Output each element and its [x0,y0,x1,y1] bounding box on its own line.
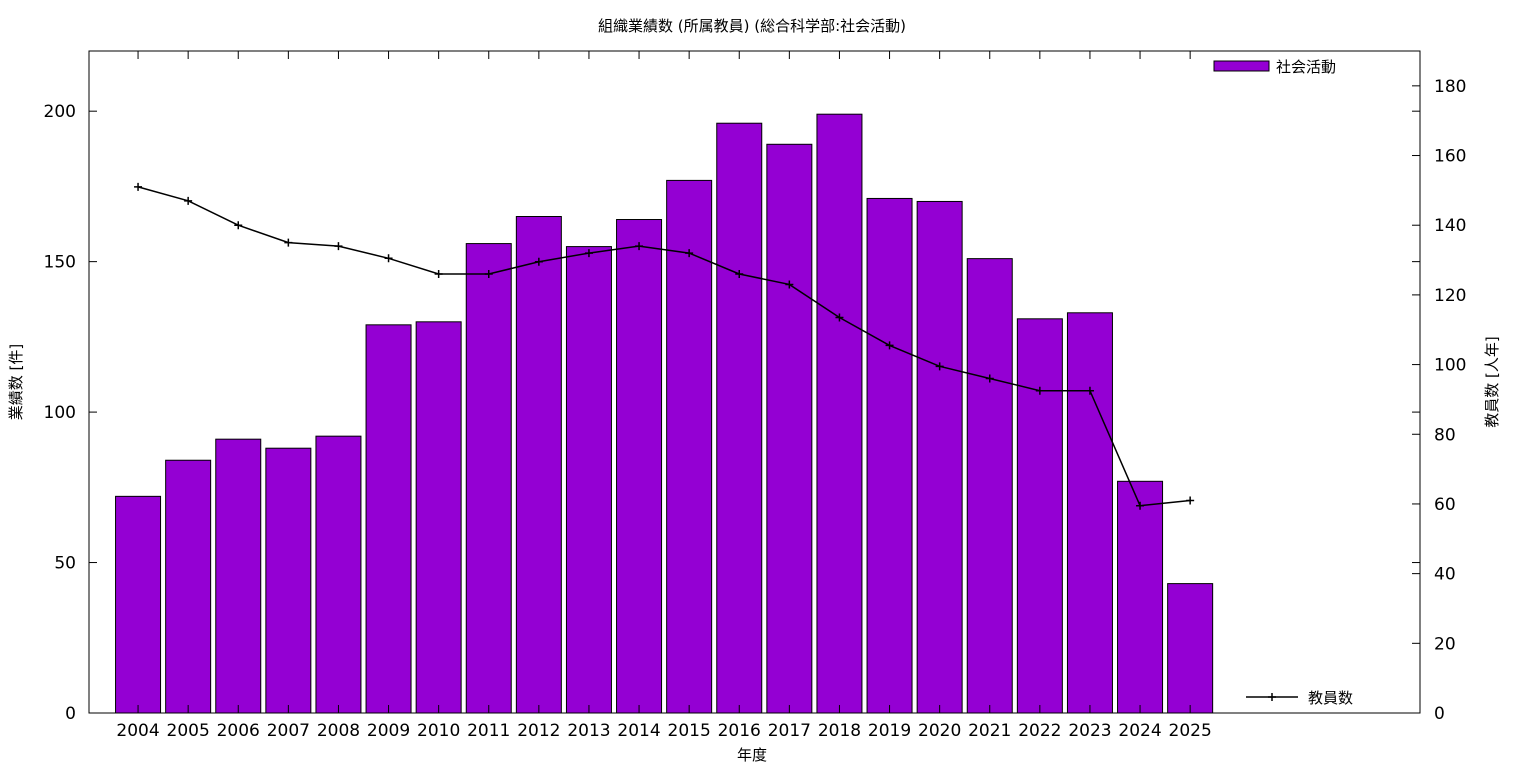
x-tick-label-2004: 2004 [116,721,159,741]
x-tick-label-2025: 2025 [1169,721,1212,741]
line-path [137,186,1191,507]
bar-2011 [465,243,512,714]
y-tick-label-50: 50 [54,554,76,574]
y2-tick-label-180: 180 [1434,77,1466,97]
y2-tick-label-120: 120 [1434,286,1466,306]
x-tick-label-2009: 2009 [367,721,410,741]
x-tick-label-2011: 2011 [467,721,510,741]
bar-2025 [1167,583,1214,714]
line-point-2005 [184,196,193,205]
bar-2018 [816,113,863,714]
y-axis-left: 0 50 100 150 200 [44,102,1420,724]
bar-2010 [415,321,462,714]
line-point-2018 [835,313,844,322]
bar-2024 [1117,480,1164,714]
line-point-2009 [384,254,393,263]
y2-tick-label-20: 20 [1434,634,1456,654]
line-point-2014 [635,242,644,251]
y2-tick-label-140: 140 [1434,216,1466,236]
bar-2021 [966,258,1013,714]
y-tick-label-150: 150 [44,253,76,273]
x-tick-label-2019: 2019 [868,721,911,741]
line-series [134,182,1195,510]
bar-2017 [766,143,813,714]
bar-2023 [1066,312,1113,714]
line-point-2023 [1085,386,1094,395]
x-tick-label-2020: 2020 [918,721,961,741]
x-axis: 2004 2005 2006 2007 2008 2009 2010 2011 2012 2013… [116,51,1212,741]
x-tick-label-2018: 2018 [818,721,861,741]
legend-bar: 社会活動 [1213,58,1336,76]
x-tick-label-2017: 2017 [768,721,811,741]
x-tick-label-2012: 2012 [517,721,560,741]
line-point-2007 [284,238,293,247]
x-tick-label-2022: 2022 [1018,721,1061,741]
bar-2007 [265,447,312,714]
bar-2004 [115,495,162,714]
y2-tick-label-80: 80 [1434,425,1456,445]
line-point-2012 [534,257,543,266]
line-point-2022 [1035,386,1044,395]
line-point-2024 [1136,501,1145,510]
line-point-2013 [584,249,593,258]
line-point-2008 [334,242,343,251]
legend-line-plus [1268,693,1276,701]
legend-bar-swatch [1213,60,1270,72]
y-tick-label-100: 100 [44,403,76,423]
line-point-2016 [735,269,744,278]
line-point-2011 [484,269,493,278]
bar-2009 [365,324,412,714]
legend-bar-label: 社会活動 [1276,58,1336,76]
bar-2008 [315,435,362,714]
line-point-2021 [985,374,994,383]
x-axis-label: 年度 [737,746,767,764]
y-tick-label-0: 0 [65,704,76,724]
bar-2016 [716,122,763,714]
bar-series [115,113,1214,714]
y2-tick-label-60: 60 [1434,495,1456,515]
x-tick-label-2016: 2016 [718,721,761,741]
legend-line-label: 教員数 [1308,689,1353,707]
chart-title: 組織業績数 (所属教員) (総合科学部:社会活動) [598,17,906,35]
line-point-2004 [134,182,143,191]
x-tick-label-2024: 2024 [1118,721,1161,741]
legend-line: 教員数 [1246,689,1353,707]
y2-tick-label-0: 0 [1434,704,1445,724]
x-tick-label-2005: 2005 [167,721,210,741]
y2-tick-label-160: 160 [1434,147,1466,167]
x-tick-label-2010: 2010 [417,721,460,741]
bar-2006 [215,438,262,714]
y2-axis-label: 教員数 [人年] [1483,336,1501,427]
y-tick-label-200: 200 [44,102,76,122]
x-tick-label-2013: 2013 [567,721,610,741]
line-point-2017 [785,280,794,289]
line-point-2019 [885,341,894,350]
line-point-2015 [685,249,694,258]
line-point-2020 [935,362,944,371]
line-point-2010 [434,269,443,278]
line-point-2025 [1186,496,1195,505]
bar-2012 [515,216,562,714]
bar-2014 [616,219,663,714]
bar-2022 [1016,318,1063,714]
y-axis-label: 業績数 [件] [7,344,25,420]
x-tick-label-2023: 2023 [1068,721,1111,741]
bar-2019 [866,197,913,714]
x-tick-label-2021: 2021 [968,721,1011,741]
bar-2013 [565,246,612,714]
bar-2020 [916,200,963,714]
x-tick-label-2007: 2007 [267,721,310,741]
x-tick-label-2015: 2015 [668,721,711,741]
x-tick-label-2014: 2014 [617,721,660,741]
x-tick-label-2008: 2008 [317,721,360,741]
line-point-2006 [234,221,243,230]
bar-2005 [165,459,212,714]
x-tick-label-2006: 2006 [217,721,260,741]
y-axis-right: 0 20 40 60 80 100 120 140 160 180 [1412,77,1466,724]
y2-tick-label-100: 100 [1434,356,1466,376]
y2-tick-label-40: 40 [1434,565,1456,585]
